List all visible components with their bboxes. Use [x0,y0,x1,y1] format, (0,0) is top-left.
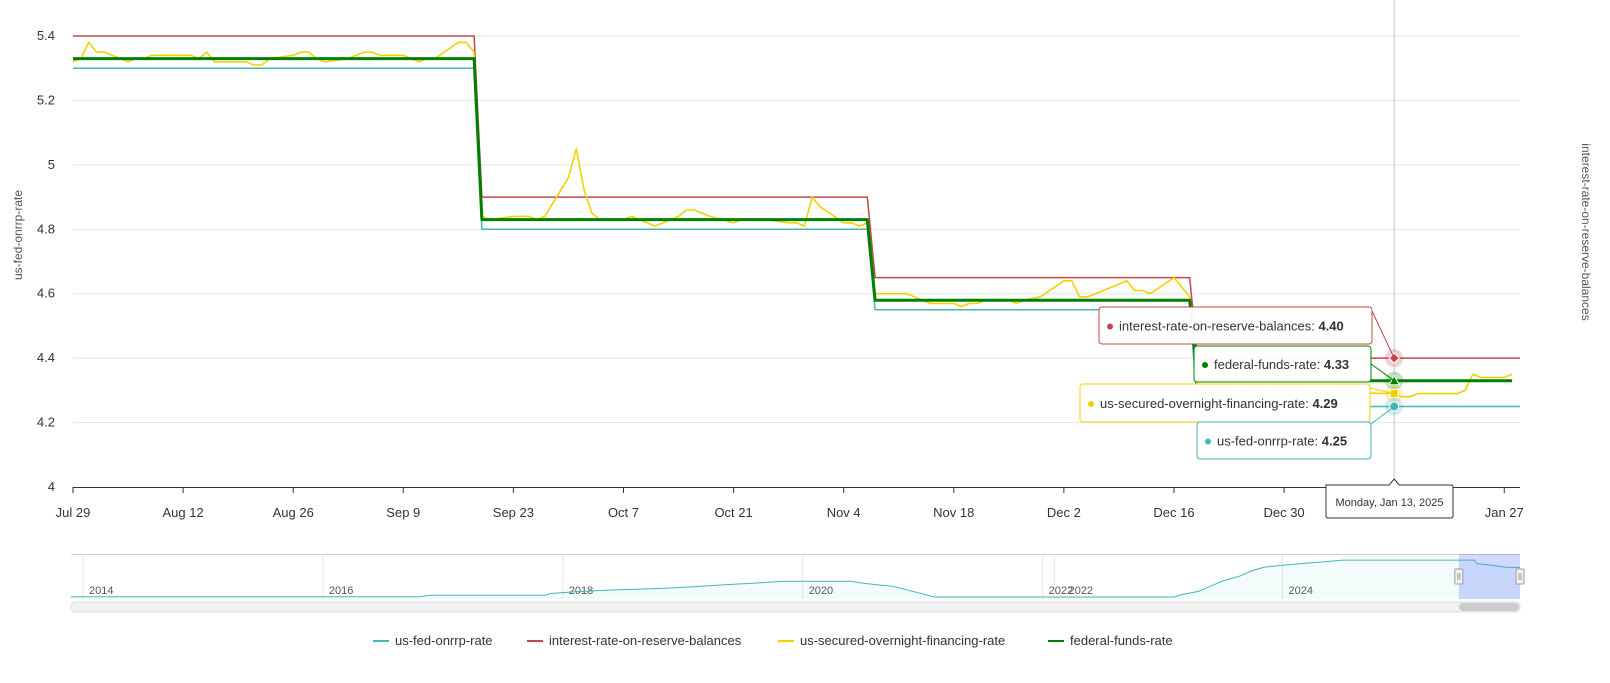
tooltip-connector [1369,387,1395,395]
left-axis-title: us-fed-onrrp-rate [11,190,25,280]
x-tick-label: Oct 7 [608,505,639,520]
tooltip-box [1196,421,1372,460]
navigator-area [71,560,1520,599]
y-tick-label: 5 [48,157,55,172]
y-axis: 4 4.2 4.4 4.6 4.8 5 5.2 5.4 [37,28,55,494]
x-tick-label: Dec 16 [1153,505,1194,520]
navigator-handle-right[interactable] [1515,568,1525,585]
navigator-year-label: 2014 [89,585,113,597]
tooltip-box [1193,345,1372,383]
y-tick-label: 4.2 [37,415,55,430]
x-tick-label: Dec 30 [1263,505,1304,520]
tooltip-value: 4.25 [1322,434,1347,449]
tooltip-dot [1088,401,1094,407]
y-tick-label: 4 [48,479,55,494]
x-tick-label: Jul 29 [56,505,91,520]
navigator-selected-range [1458,554,1520,599]
crosshair [1385,0,1404,487]
x-tick-label: Aug 12 [162,505,203,520]
x-tick-label: Sep 9 [386,505,420,520]
tooltip-dot [1205,438,1211,445]
x-date-tooltip-text: Monday, Jan 13, 2025 [1335,497,1443,509]
navigator-year-label: 2022 [1069,585,1093,597]
x-tick-label: Aug 26 [273,505,314,520]
tooltip-series-name: us-fed-onrrp-rate [1217,434,1315,449]
legend-item-us-fed-onrrp-rate[interactable]: us-fed-onrrp-rate [373,633,493,648]
tooltip-connector [1371,310,1395,359]
y-tick-label: 4.6 [37,286,55,301]
handle-grip [1454,568,1464,585]
legend-label: us-secured-overnight-financing-rate [800,633,1005,648]
tooltip-series-name: federal-funds-rate [1214,357,1317,372]
legend-label: interest-rate-on-reserve-balances [549,633,742,648]
tooltip-interest-rate-on-reserve-balances: interest-rate-on-reserve-balances: 4.40 [1098,306,1395,359]
tooltip-value: 4.33 [1324,357,1349,372]
navigator-scrollbar[interactable] [70,601,1521,613]
tooltip-text: interest-rate-on-reserve-balances: 4.40 [1119,319,1344,334]
right-axis-title: interest-rate-on-reserve-balances [1579,143,1593,320]
tooltip-text: us-fed-onrrp-rate: 4.25 [1217,434,1347,449]
tooltip-value: 4.40 [1318,319,1343,334]
tooltip-connector [1370,406,1395,425]
x-tick-label: Sep 23 [493,505,534,520]
tooltip-federal-funds-rate: federal-funds-rate: 4.33 [1193,345,1395,383]
legend-item-interest-rate-on-reserve-balances[interactable]: interest-rate-on-reserve-balances [527,633,742,648]
tooltip-box [1098,306,1373,345]
handle-grip [1515,568,1525,585]
tooltip-connector [1370,363,1395,382]
tooltips: interest-rate-on-reserve-balances: 4.40 f… [1079,306,1454,519]
series-line-us-secured-overnight-financing-rate [72,41,1513,398]
legend-item-us-secured-overnight-financing-rate[interactable]: us-secured-overnight-financing-rate [778,633,1005,648]
tooltip-series-name: interest-rate-on-reserve-balances [1119,319,1312,334]
tooltip-text: us-secured-overnight-financing-rate: 4.2… [1100,396,1338,411]
y-tick-label: 4.4 [37,350,55,365]
y-tick-label: 5.2 [37,92,55,107]
legend: us-fed-onrrp-rate interest-rate-on-reserv… [373,633,1173,648]
legend-label: federal-funds-rate [1070,633,1173,648]
x-tick-label: Oct 21 [714,505,752,520]
tooltip-series-name: us-secured-overnight-financing-rate [1100,396,1305,411]
x-date-tooltip: Monday, Jan 13, 2025 [1325,478,1454,519]
navigator-line [71,559,1520,598]
navigator-year-label: 2016 [329,585,353,597]
legend-label: us-fed-onrrp-rate [395,633,493,648]
tooltip-us-fed-onrrp-rate: us-fed-onrrp-rate: 4.25 [1196,406,1395,460]
scrollbar-track [70,601,1521,613]
navigator-year-label: 2020 [809,585,833,597]
x-axis: Jul 29 Aug 12 Aug 26 Sep 9 Sep 23 Oct 7 Oct 21… [56,487,1524,520]
tooltip-text: federal-funds-rate: 4.33 [1214,357,1349,372]
x-tick-label: Nov 18 [933,505,974,520]
x-tick-label: Dec 2 [1047,505,1081,520]
tooltip-dot [1107,323,1113,330]
y-tick-label: 4.8 [37,221,55,236]
navigator-year-label: 2024 [1288,585,1312,597]
tooltip-value: 4.29 [1312,396,1337,411]
scrollbar-thumb [1458,603,1519,611]
y-tick-label: 5.4 [37,28,55,43]
x-tick-label: Jan 27 [1485,505,1524,520]
legend-item-federal-funds-rate[interactable]: federal-funds-rate [1048,633,1173,648]
x-date-tooltip-box [1325,478,1454,519]
tooltip-dot [1202,362,1208,368]
navigator-handle-left[interactable] [1454,568,1464,585]
tooltip-us-secured-overnight-financing-rate: us-secured-overnight-financing-rate: 4.2… [1079,383,1395,423]
x-tick-label: Nov 4 [827,505,861,520]
